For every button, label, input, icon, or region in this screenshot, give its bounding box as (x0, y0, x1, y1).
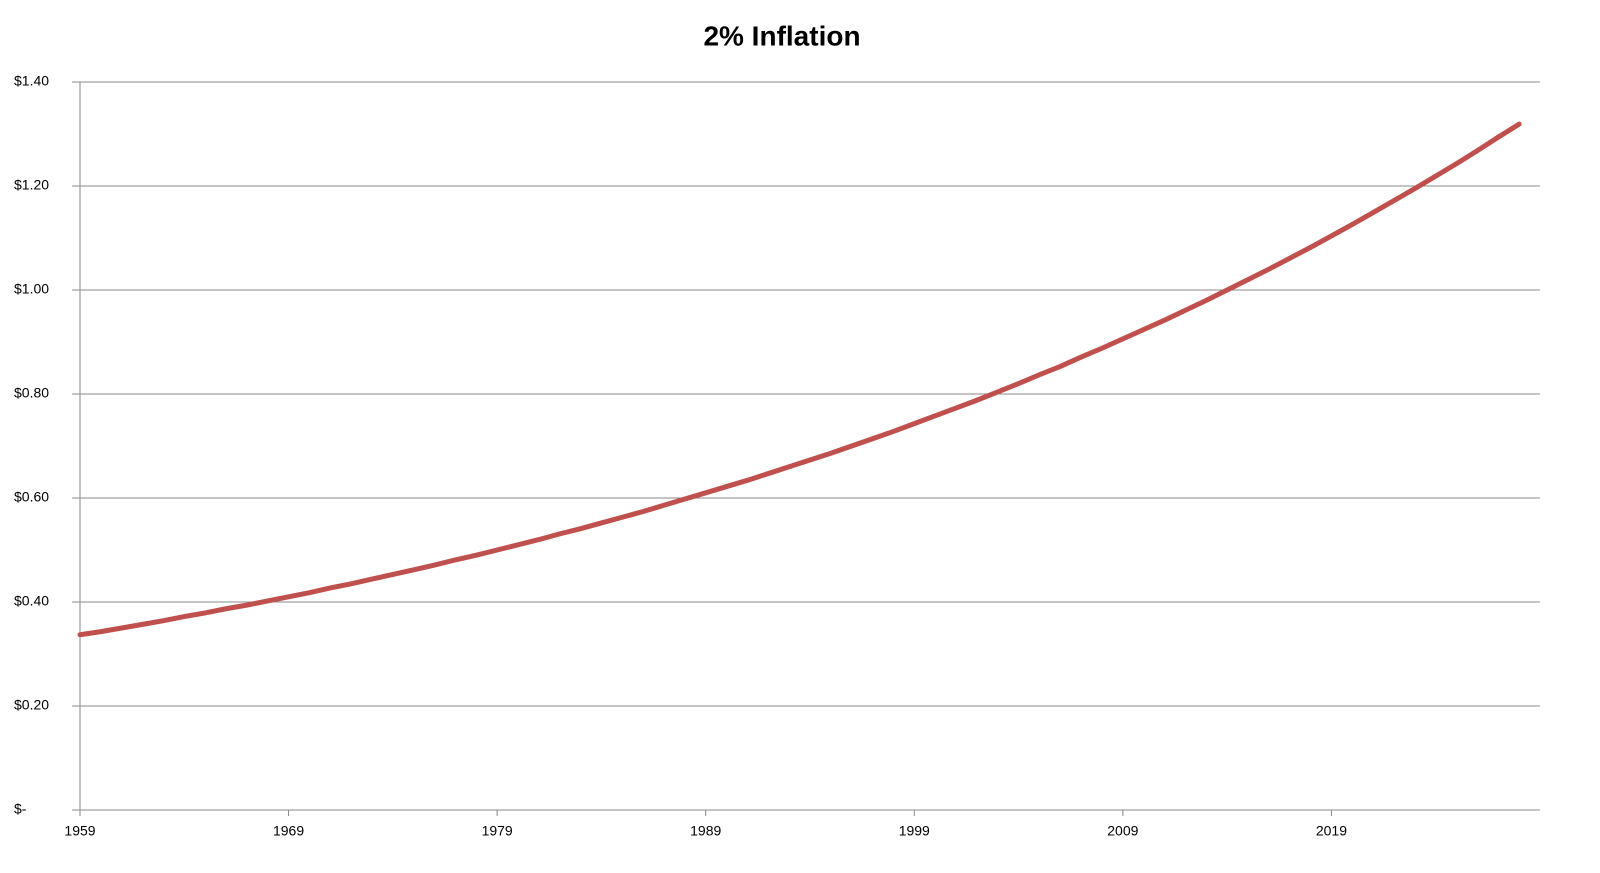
y-tick-label: $1.00 (14, 281, 49, 297)
x-tick-label: 2009 (1107, 823, 1138, 839)
data-line (77, 121, 1522, 638)
y-tick-label: $1.20 (14, 177, 49, 193)
y-tick-label: $0.60 (14, 489, 49, 505)
y-tick-label: $1.40 (14, 73, 49, 89)
y-tick-label: $0.40 (14, 593, 49, 609)
x-tick-label: 1979 (482, 823, 513, 839)
y-tick-label: $- (14, 801, 27, 817)
x-tick-label: 1999 (899, 823, 930, 839)
chart-title: 2% Inflation (703, 20, 860, 51)
y-tick-label: $0.20 (14, 697, 49, 713)
x-tick-label: 2019 (1316, 823, 1347, 839)
x-tick-label: 1989 (690, 823, 721, 839)
y-tick-label: $0.80 (14, 385, 49, 401)
x-tick-label: 1959 (64, 823, 95, 839)
x-tick-label: 1969 (273, 823, 304, 839)
